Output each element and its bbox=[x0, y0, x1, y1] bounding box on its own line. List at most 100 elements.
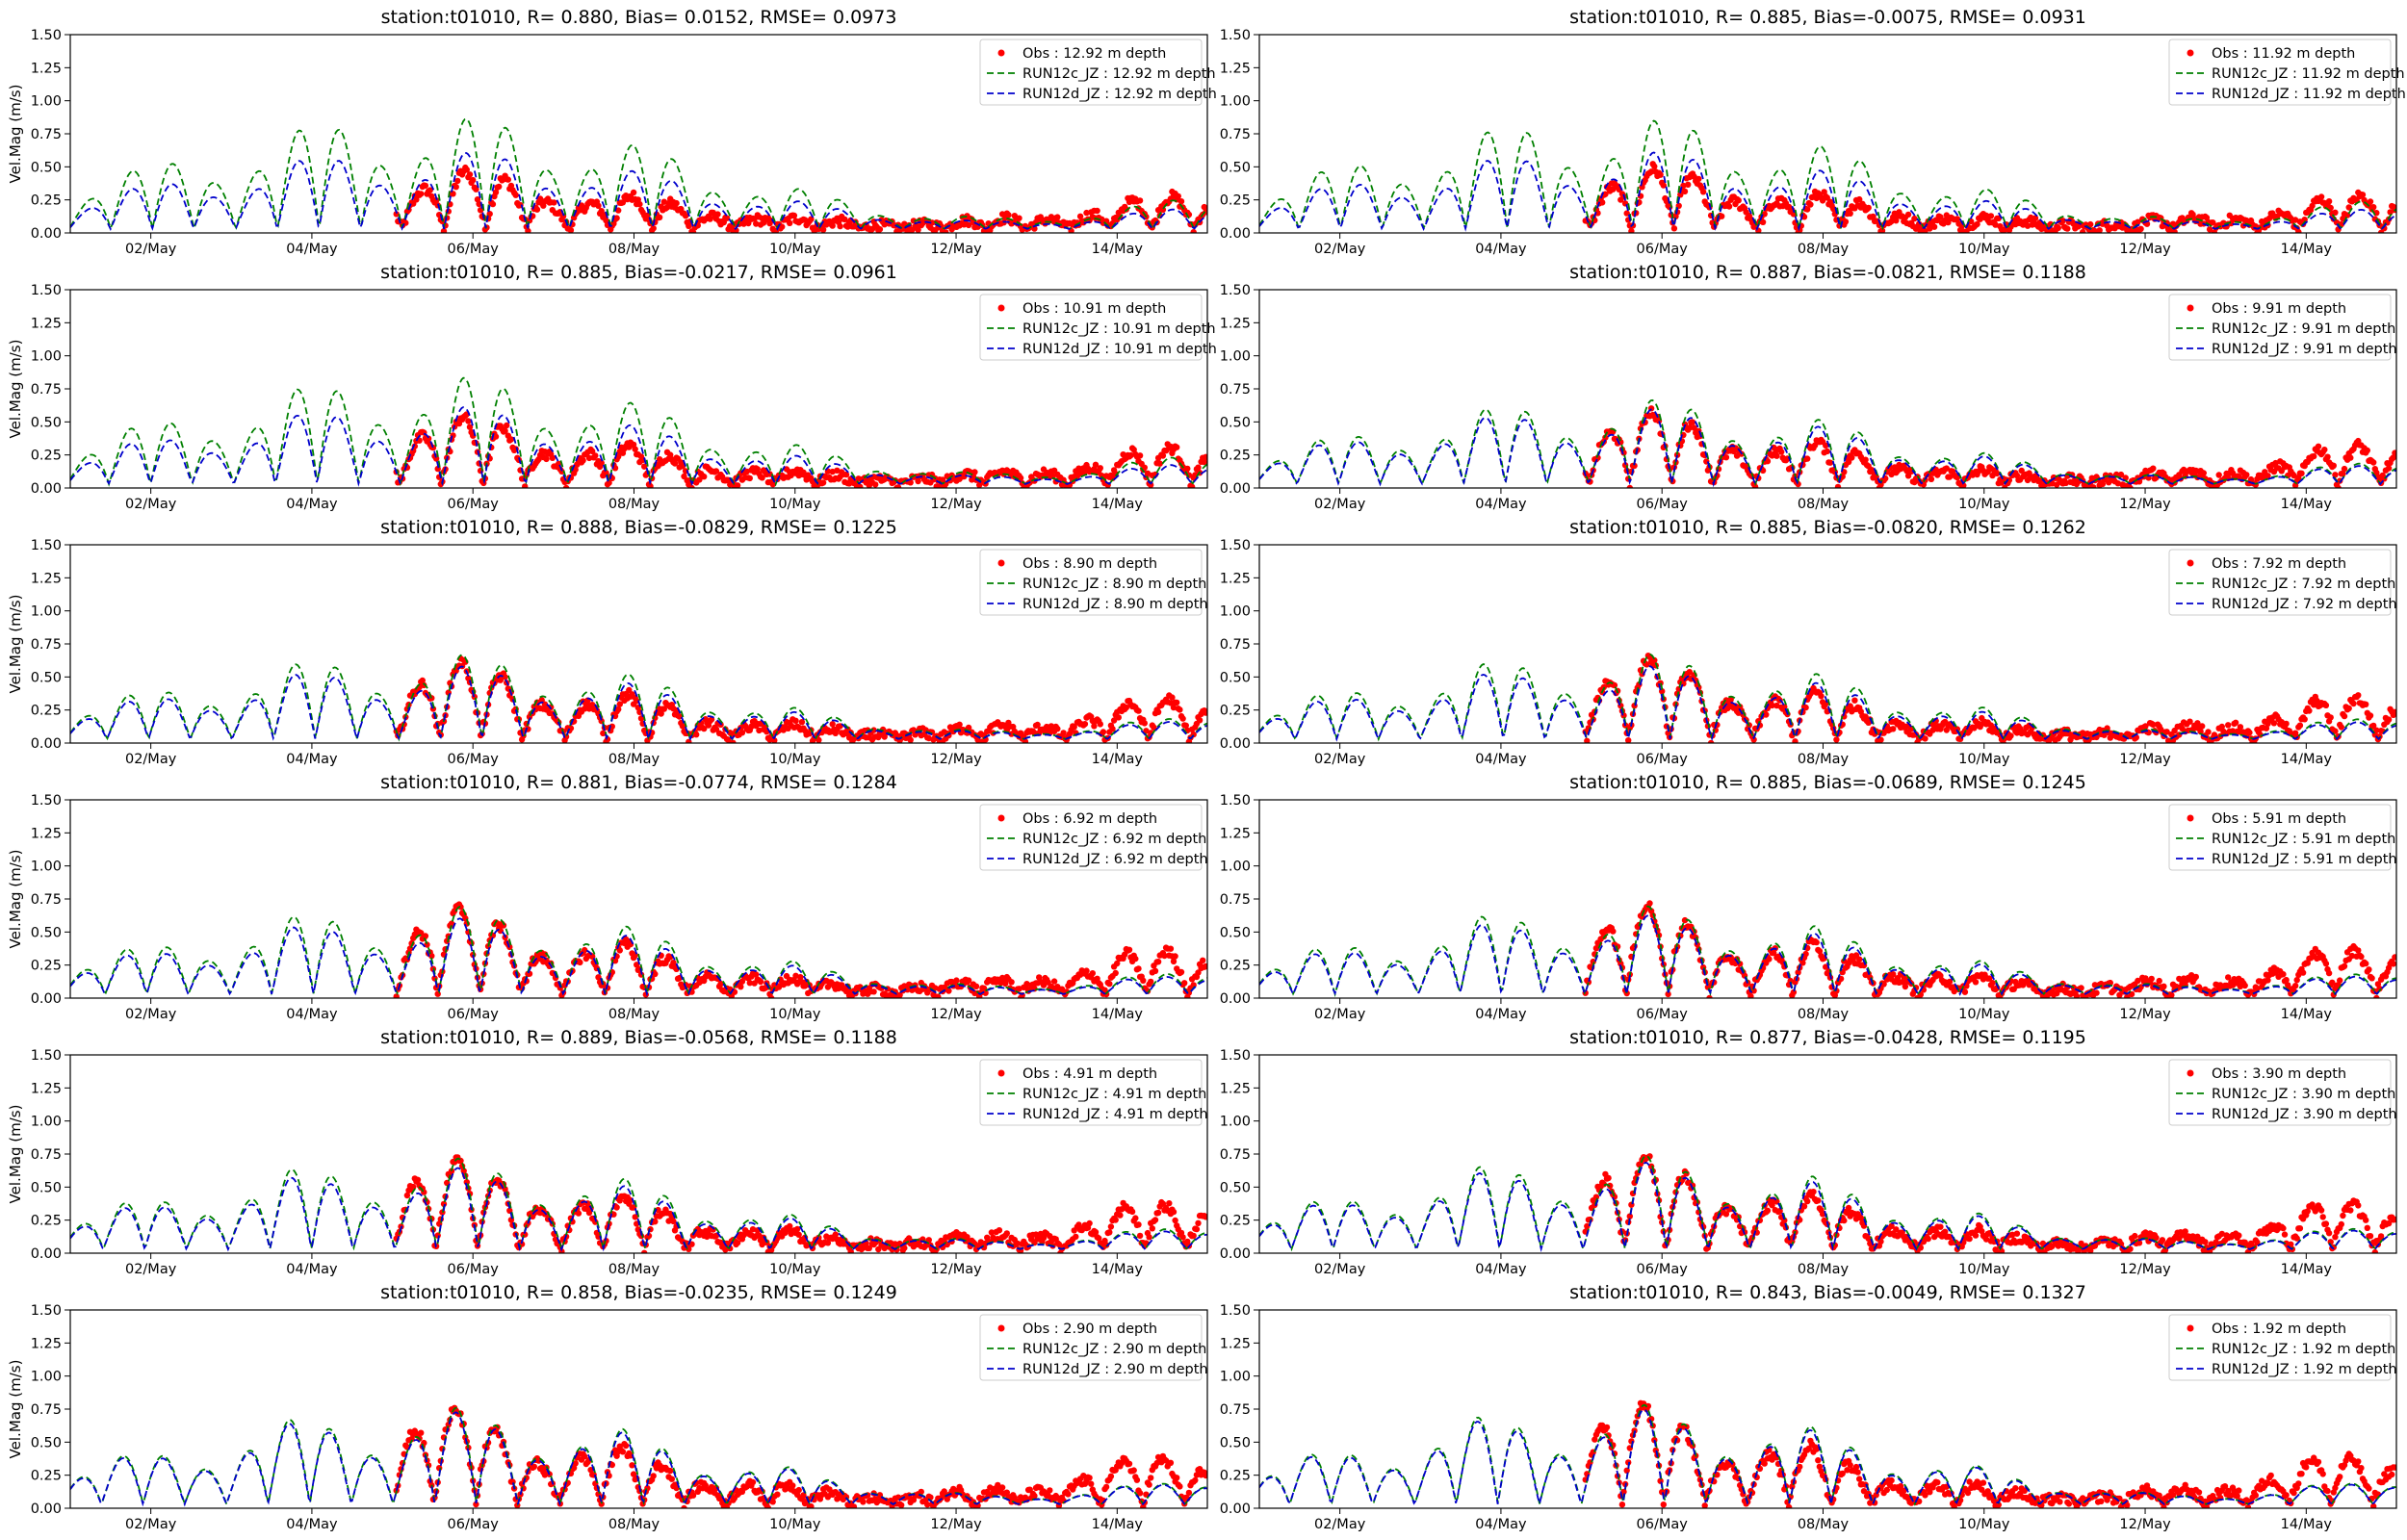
panel-5: station:t01010, R= 0.888, Bias=-0.0829, … bbox=[7, 517, 1208, 767]
run12c-line bbox=[1259, 398, 2396, 487]
x-tick-label: 02/May bbox=[125, 497, 177, 512]
panel-title: station:t01010, R= 0.885, Bias=-0.0820, … bbox=[1569, 517, 2086, 538]
legend-run12c-label: RUN12c_JZ : 5.91 m depth bbox=[2212, 832, 2395, 847]
x-tick-label: 08/May bbox=[608, 497, 660, 512]
obs-point bbox=[2291, 982, 2299, 989]
obs-point bbox=[522, 483, 529, 488]
y-axis-label: Vel.Mag (m/s) bbox=[7, 85, 24, 184]
obs-point bbox=[1034, 721, 1041, 729]
obs-point bbox=[470, 176, 477, 184]
obs-point bbox=[2218, 723, 2225, 731]
y-tick-label: 0.25 bbox=[31, 193, 62, 209]
run12d-line bbox=[70, 152, 1207, 232]
obs-series bbox=[393, 1154, 1207, 1253]
x-tick-label: 08/May bbox=[608, 1007, 660, 1022]
obs-point bbox=[1759, 218, 1767, 225]
obs-point bbox=[525, 227, 531, 233]
obs-point bbox=[1954, 216, 1961, 222]
obs-point bbox=[1602, 434, 1609, 441]
obs-point bbox=[1594, 210, 1601, 217]
obs-point bbox=[652, 970, 659, 978]
obs-point bbox=[2324, 453, 2331, 460]
y-tick-label: 1.25 bbox=[1220, 316, 1251, 331]
obs-point bbox=[496, 183, 503, 191]
legend-run12d-label: RUN12d_JZ : 12.92 m depth bbox=[1022, 87, 1217, 102]
obs-point bbox=[492, 189, 500, 195]
obs-point bbox=[2197, 728, 2204, 735]
x-tick-label: 08/May bbox=[608, 242, 660, 257]
obs-point bbox=[2265, 215, 2273, 221]
obs-point bbox=[1170, 704, 1178, 711]
obs-point bbox=[679, 723, 686, 730]
obs-point bbox=[1660, 182, 1668, 189]
obs-point bbox=[2340, 471, 2346, 477]
obs-point bbox=[2301, 716, 2308, 723]
obs-point bbox=[504, 422, 510, 429]
obs-point bbox=[421, 681, 427, 689]
obs-point bbox=[393, 993, 400, 998]
obs-point bbox=[2024, 222, 2032, 229]
obs-point bbox=[1665, 990, 1671, 998]
run12c-line bbox=[1259, 654, 2396, 742]
obs-point bbox=[1017, 475, 1024, 481]
obs-point bbox=[676, 713, 683, 720]
obs-point bbox=[1083, 209, 1090, 217]
obs-point bbox=[2254, 985, 2261, 992]
obs-point bbox=[965, 221, 972, 229]
obs-point bbox=[965, 977, 972, 984]
obs-point bbox=[1610, 928, 1617, 935]
axes-frame bbox=[1258, 799, 2397, 999]
y-tick-label: 0.50 bbox=[1220, 415, 1251, 430]
y-axis-label: Vel.Mag (m/s) bbox=[7, 340, 24, 439]
obs-point bbox=[1930, 223, 1938, 230]
obs-point bbox=[453, 184, 459, 191]
legend-run12c-label: RUN12c_JZ : 7.92 m depth bbox=[2212, 577, 2395, 592]
obs-point bbox=[2199, 723, 2206, 730]
obs-point bbox=[1804, 206, 1811, 213]
obs-point bbox=[2142, 723, 2149, 730]
y-tick-label: 0.50 bbox=[31, 415, 62, 430]
obs-point bbox=[2243, 472, 2250, 478]
x-tick-label: 06/May bbox=[448, 752, 500, 767]
y-tick-label: 1.50 bbox=[1220, 538, 1251, 553]
x-tick-label: 10/May bbox=[769, 1007, 821, 1022]
obs-point bbox=[1816, 948, 1824, 955]
obs-point bbox=[2317, 193, 2325, 200]
y-tick-label: 0.25 bbox=[1220, 959, 1251, 974]
obs-point bbox=[872, 481, 879, 488]
obs-point bbox=[904, 987, 911, 993]
obs-point bbox=[673, 199, 680, 207]
obs-point bbox=[2341, 712, 2348, 720]
obs-point bbox=[1651, 656, 1658, 664]
obs-point bbox=[1989, 980, 1996, 987]
obs-point bbox=[1005, 212, 1012, 218]
run12c-line bbox=[70, 376, 1207, 487]
obs-point bbox=[616, 947, 623, 954]
x-tick-label: 02/May bbox=[125, 752, 177, 767]
obs-point bbox=[585, 454, 593, 462]
obs-point bbox=[2325, 969, 2333, 977]
legend-obs-label: Obs : 11.92 m depth bbox=[2212, 46, 2355, 62]
y-tick-label: 0.00 bbox=[1220, 991, 1251, 1007]
obs-point bbox=[1081, 721, 1089, 728]
x-tick-label: 14/May bbox=[1092, 242, 1144, 257]
obs-point bbox=[1764, 458, 1772, 465]
obs-point bbox=[1141, 464, 1149, 471]
obs-point bbox=[2306, 707, 2313, 714]
legend-obs-marker bbox=[2187, 49, 2194, 57]
panel-1: station:t01010, R= 0.880, Bias= 0.0152, … bbox=[7, 7, 1217, 257]
legend-box bbox=[979, 294, 1203, 361]
obs-point bbox=[1008, 979, 1015, 986]
obs-point bbox=[1016, 215, 1022, 221]
x-tick-label: 10/May bbox=[1958, 497, 2010, 512]
obs-point bbox=[489, 200, 497, 208]
obs-point bbox=[1750, 988, 1757, 994]
obs-point bbox=[1937, 214, 1944, 220]
obs-point bbox=[1182, 722, 1190, 729]
legend-box bbox=[979, 38, 1203, 106]
obs-point bbox=[636, 200, 643, 208]
obs-point bbox=[712, 468, 720, 475]
obs-point bbox=[595, 202, 602, 209]
obs-point bbox=[1143, 728, 1150, 734]
